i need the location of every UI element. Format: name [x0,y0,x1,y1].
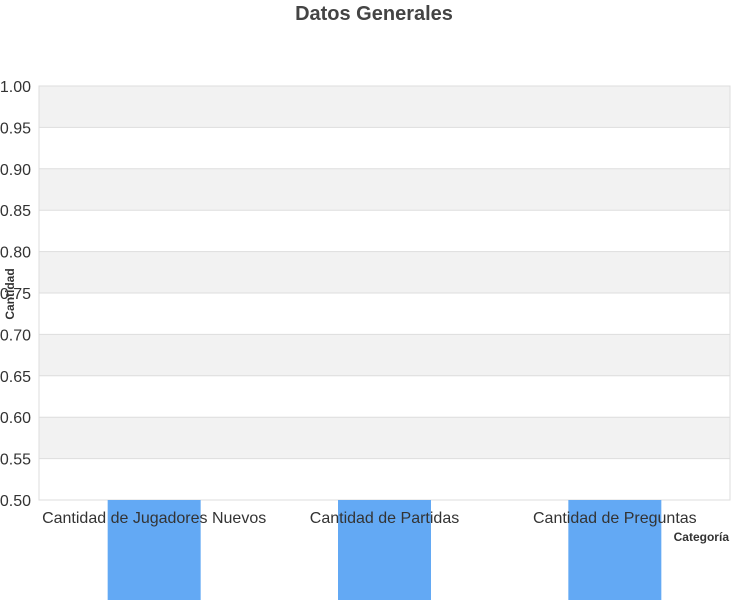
y-tick-label: 0.55 [0,452,31,469]
y-tick-label: 0.75 [0,286,31,303]
y-tick-label: 1.00 [0,79,31,96]
x-tick-label: Cantidad de Partidas [310,510,459,527]
y-tick-label: 0.80 [0,245,31,262]
y-tick-label: 0.70 [0,327,31,344]
y-tick-label: 0.85 [0,203,31,220]
plot-band [39,417,730,459]
x-tick-label: Cantidad de Preguntas [533,510,697,527]
plot-band [39,168,730,211]
y-tick-label: 0.90 [0,162,31,179]
bars [107,500,662,600]
chart-title: Datos Generales [295,3,453,25]
x-axis-label: Categoría [674,530,730,544]
x-axis-ticks: Cantidad de Jugadores Nuevos Cantidad de … [42,510,697,527]
y-tick-label: 0.60 [0,410,31,427]
y-axis-ticks: 0.50 0.55 0.60 0.65 0.70 0.75 0.80 0.85 0.90 0.95… [0,79,31,510]
x-tick-label: Cantidad de Jugadores Nuevos [42,510,266,527]
plot-band [39,251,730,293]
bar[interactable] [107,500,201,600]
plot-band [39,334,730,376]
y-tick-label: 0.65 [0,369,31,386]
y-tick-label: 0.95 [0,120,31,137]
y-axis-label: Cantidad [3,268,17,319]
bar[interactable] [338,500,431,600]
bar[interactable] [568,500,662,600]
plot-band [39,86,730,128]
y-tick-label: 0.50 [0,493,31,510]
plot-bands [39,86,730,459]
